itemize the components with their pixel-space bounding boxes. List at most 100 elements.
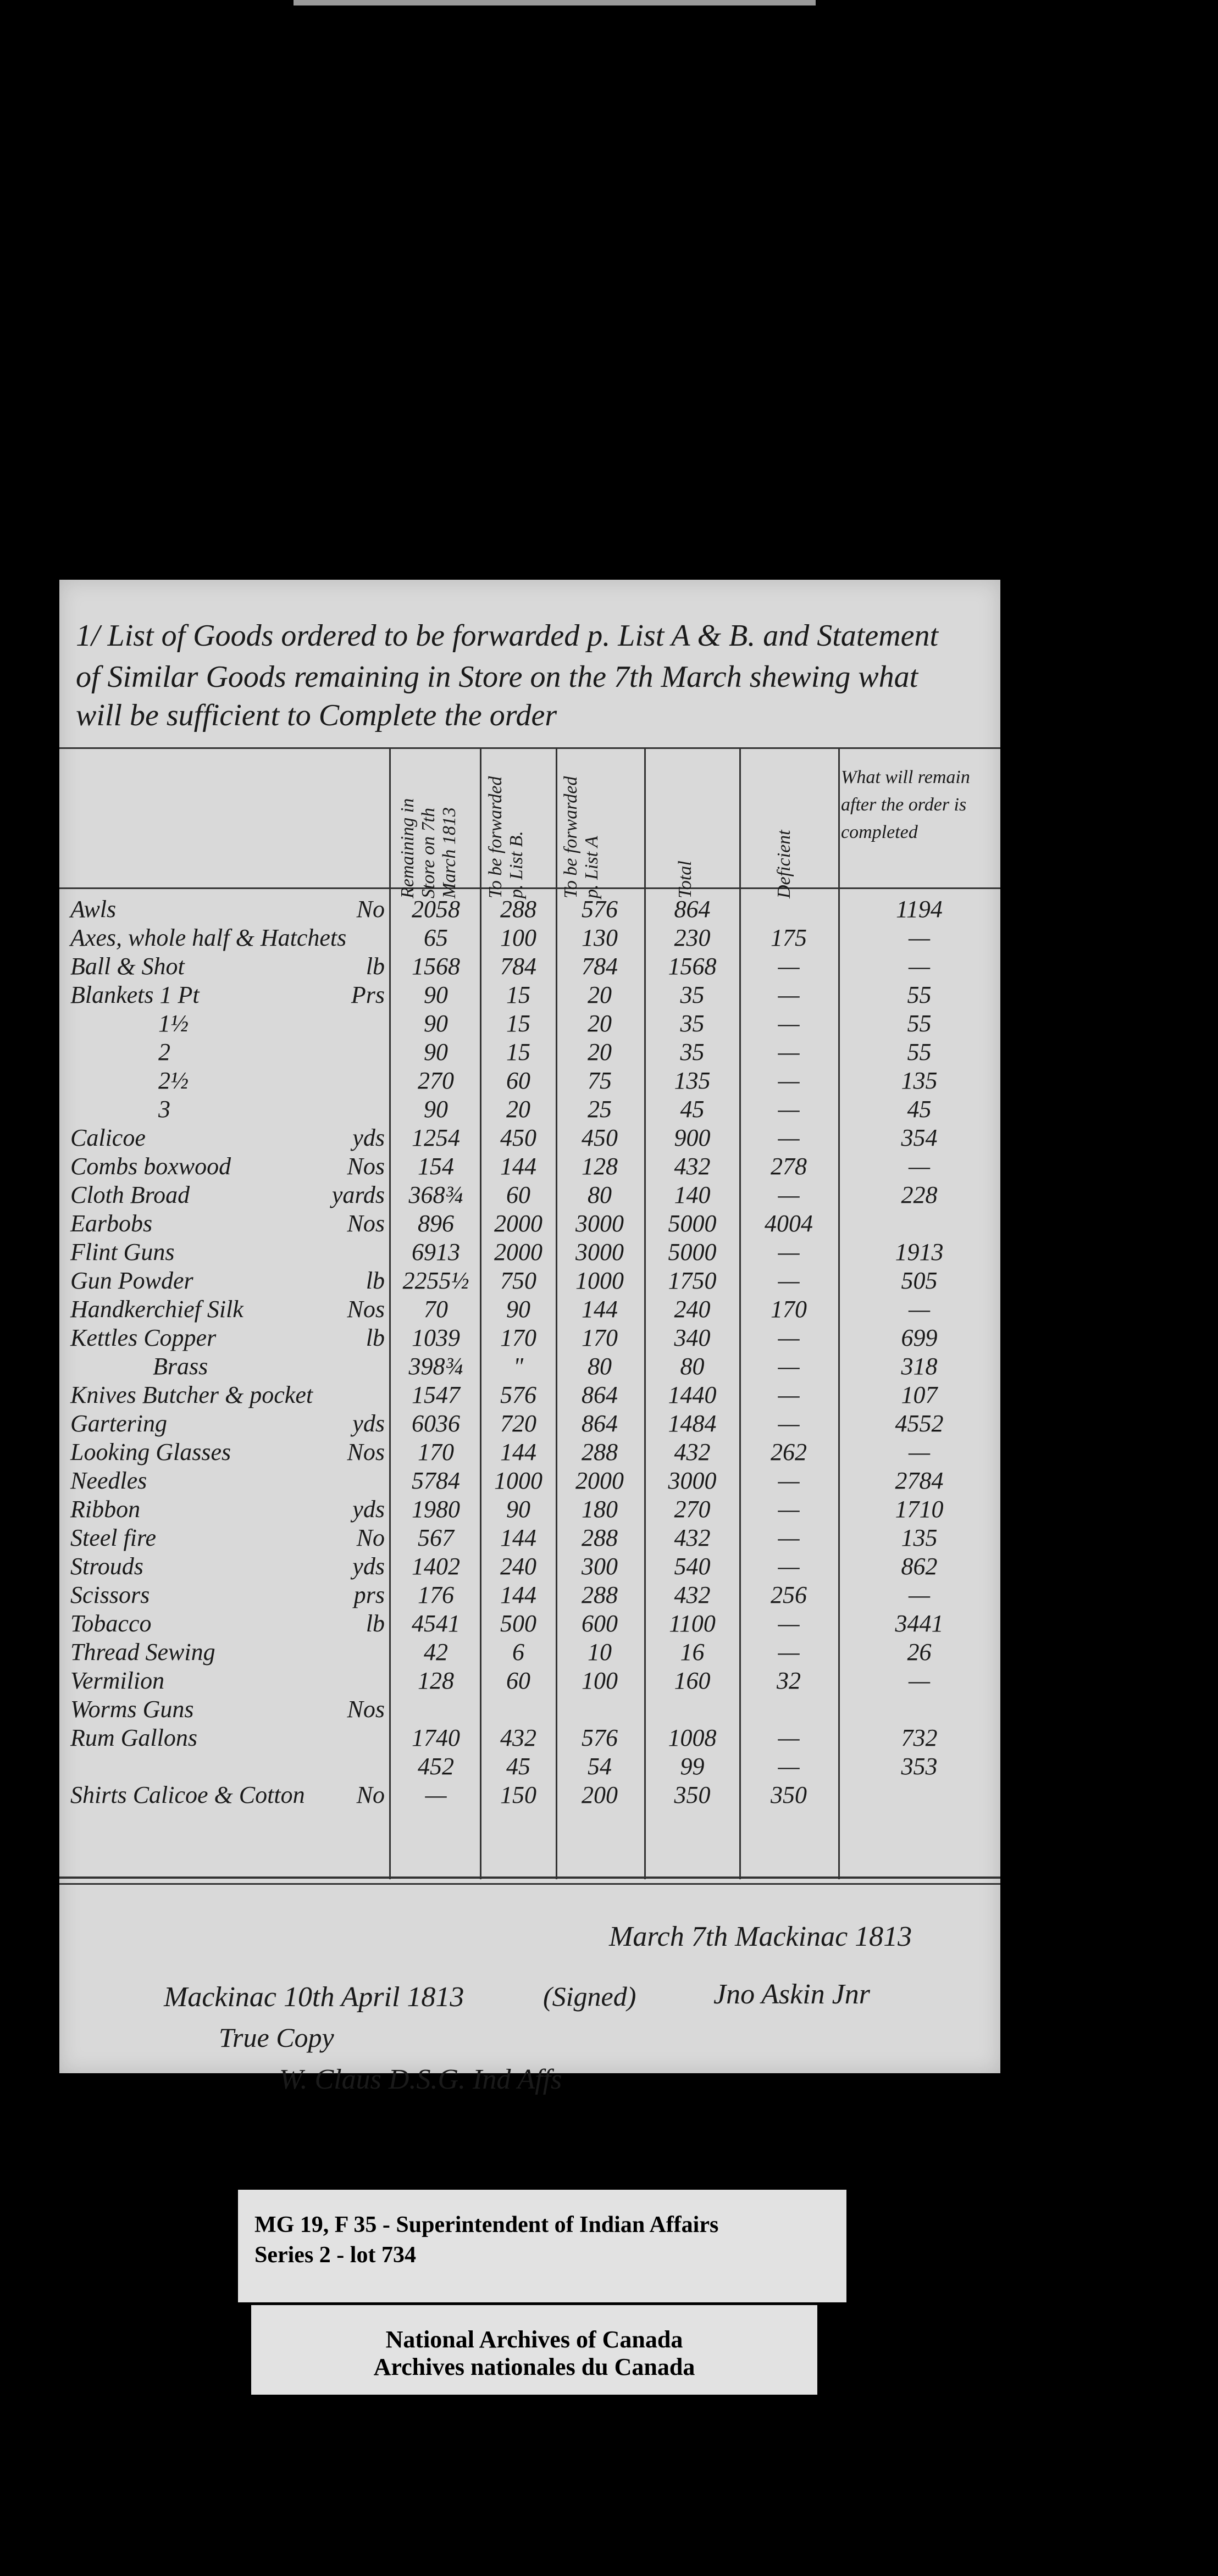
- column-rule: [556, 747, 557, 1879]
- cell-list-b: 432: [500, 1724, 536, 1751]
- cell-remain-after: 732: [901, 1724, 938, 1751]
- cell-list-b: 1000: [494, 1467, 542, 1494]
- cell-remaining: 6913: [412, 1239, 460, 1265]
- table-row: Combs boxwood Nos 154 144 128 432 278 —: [59, 1153, 1000, 1180]
- cell-remaining: 1568: [412, 953, 460, 980]
- item-name: Knives Butcher & pocket: [70, 1381, 313, 1408]
- cell-total: 5000: [668, 1210, 717, 1237]
- place-date: Mackinac 10th April 1813: [164, 1981, 464, 2013]
- cell-list-a: 130: [582, 924, 618, 951]
- cell-remain-after: 55: [907, 1039, 932, 1065]
- cell-total: 1750: [668, 1267, 717, 1294]
- table-row: Ribbon yds 1980 90 180 270 — 1710: [59, 1496, 1000, 1523]
- cell-total: 3000: [668, 1467, 717, 1494]
- reference-label: MG 19, F 35 - Superintendent of Indian A…: [238, 2190, 846, 2302]
- cell-list-a: 75: [588, 1067, 612, 1094]
- cell-deficient: —: [778, 981, 800, 1008]
- cell-list-a: 3000: [575, 1210, 624, 1237]
- cell-deficient: —: [778, 1096, 800, 1123]
- cell-list-a: 1000: [575, 1267, 624, 1294]
- cell-remaining: 90: [424, 1096, 448, 1123]
- cell-list-b: 60: [506, 1067, 530, 1094]
- cell-deficient: 175: [771, 924, 807, 951]
- cell-deficient: —: [778, 1181, 800, 1208]
- cell-list-b: 20: [506, 1096, 530, 1123]
- cell-remaining: —: [425, 1781, 447, 1808]
- item-name: 3: [158, 1096, 170, 1123]
- cell-total: 230: [674, 924, 711, 951]
- item-unit: Prs: [351, 981, 385, 1008]
- item-name: Brass: [153, 1353, 208, 1380]
- table-row: Kettles Copper lb 1039 170 170 340 — 699: [59, 1324, 1000, 1352]
- cell-remaining: 4541: [412, 1610, 460, 1637]
- cell-list-b: 2000: [494, 1210, 542, 1237]
- table-row: Vermilion 128 60 100 160 32 —: [59, 1667, 1000, 1695]
- cell-remain-after: —: [908, 1667, 931, 1694]
- cell-total: 35: [680, 1039, 705, 1065]
- cell-deficient: —: [778, 1039, 800, 1065]
- cell-remaining: 398¾: [408, 1353, 463, 1380]
- item-name: Blankets 1 Pt: [70, 981, 200, 1008]
- cell-total: 864: [674, 896, 711, 923]
- table-row: Gun Powder lb 2255½ 750 1000 1750 — 505: [59, 1267, 1000, 1295]
- cell-list-a: 2000: [575, 1467, 624, 1494]
- item-unit: lb: [366, 1610, 385, 1637]
- item-unit: yds: [352, 1496, 385, 1523]
- table-row: Thread Sewing 42 6 10 16 — 26: [59, 1639, 1000, 1666]
- cell-remaining: 90: [424, 981, 448, 1008]
- cell-remain-after: 55: [907, 981, 932, 1008]
- cell-list-b: 15: [506, 981, 530, 1008]
- item-name: Awls: [70, 896, 117, 923]
- item-unit: yds: [352, 1553, 385, 1580]
- item-name: Needles: [70, 1467, 147, 1494]
- cell-deficient: —: [778, 953, 800, 980]
- cell-total: 80: [680, 1353, 705, 1380]
- cell-deficient: 278: [771, 1153, 807, 1180]
- item-name: Earbobs: [70, 1210, 153, 1237]
- item-name: Worms Guns: [70, 1696, 194, 1723]
- cell-total: 432: [674, 1439, 711, 1465]
- cell-list-b: 750: [500, 1267, 536, 1294]
- cell-list-b: 15: [506, 1039, 530, 1065]
- item-name: Flint Guns: [70, 1239, 175, 1265]
- table-row: Tobacco lb 4541 500 600 1100 — 3441: [59, 1610, 1000, 1637]
- cell-deficient: —: [778, 1010, 800, 1037]
- cell-remaining: 1039: [412, 1324, 460, 1351]
- cell-remain-after: 228: [901, 1181, 938, 1208]
- cell-list-b: 15: [506, 1010, 530, 1037]
- cell-list-a: 600: [582, 1610, 618, 1637]
- item-unit: yds: [352, 1124, 385, 1151]
- table-bottom-rule: [59, 1877, 1000, 1879]
- cell-total: 432: [674, 1581, 711, 1608]
- item-unit: lb: [366, 953, 385, 980]
- cell-list-a: 288: [582, 1439, 618, 1465]
- cell-list-a: 288: [582, 1524, 618, 1551]
- item-unit: Nos: [347, 1439, 385, 1465]
- column-rule: [480, 747, 481, 1879]
- item-unit: Nos: [347, 1210, 385, 1237]
- cell-total: 540: [674, 1553, 711, 1580]
- cell-list-a: 20: [588, 1010, 612, 1037]
- cell-remain-after: 318: [901, 1353, 938, 1380]
- item-name: Calicoe: [70, 1124, 146, 1151]
- item-name: 2: [158, 1039, 170, 1065]
- cell-list-a: 128: [582, 1153, 618, 1180]
- cell-list-b: 784: [500, 953, 536, 980]
- cell-total: 1568: [668, 953, 717, 980]
- cell-remain-after: 354: [901, 1124, 938, 1151]
- scan-edge-strip: [294, 0, 816, 5]
- cell-list-a: 100: [582, 1667, 618, 1694]
- cell-deficient: —: [778, 1724, 800, 1751]
- cell-list-a: 180: [582, 1496, 618, 1523]
- table-row: Rum Gallons 1740 432 576 1008 — 732: [59, 1724, 1000, 1752]
- archive-label: National Archives of Canada Archives nat…: [251, 2305, 817, 2395]
- cell-list-b: 144: [500, 1439, 536, 1465]
- cell-remain-after: —: [908, 1296, 931, 1323]
- column-rule: [838, 747, 840, 1879]
- cell-list-a: 864: [582, 1410, 618, 1437]
- cell-remaining: 176: [418, 1581, 454, 1608]
- cell-remain-after: 3441: [895, 1610, 944, 1637]
- cell-deficient: —: [778, 1753, 800, 1780]
- cell-list-b: 6: [512, 1639, 524, 1665]
- cell-list-b: 144: [500, 1153, 536, 1180]
